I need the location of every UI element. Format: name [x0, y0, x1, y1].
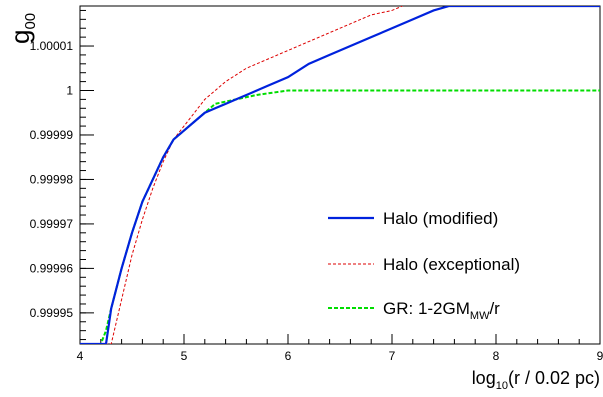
legend: Halo (modified) Halo (exceptional) GR: 1…: [328, 209, 520, 322]
x-tick-label: 8: [493, 349, 500, 363]
x-axis-title-sub: 10: [496, 380, 508, 392]
y-axis-title-main: g: [5, 30, 35, 44]
series-line-modified: [80, 6, 600, 344]
series-line-exceptional: [80, 6, 403, 344]
y-tick-label: 0.99995: [30, 306, 74, 320]
x-axis-title-prefix: log: [472, 368, 496, 388]
y-tick-labels: 0.99995 0.99996 0.99997 0.99998 0.99999 1 1.00…: [30, 39, 74, 320]
plot-frame: [79, 5, 601, 345]
y-tick-label: 0.99999: [30, 128, 74, 142]
x-tick-label: 7: [389, 349, 396, 363]
x-tick-label: 5: [181, 349, 188, 363]
x-axis-title-suffix: (r / 0.02 pc): [508, 368, 600, 388]
y-tick-label: 1: [66, 84, 73, 98]
series-layer: [80, 6, 600, 344]
legend-label-gr-suffix: /r: [489, 299, 500, 318]
y-tick-label: 0.99996: [30, 261, 74, 275]
x-tick-label: 9: [597, 349, 603, 363]
axis-ticks: [79, 9, 601, 344]
y-tick-label: 0.99997: [30, 217, 74, 231]
x-tick-label: 6: [285, 349, 292, 363]
legend-label-modified: Halo (modified): [383, 209, 498, 228]
y-axis-title: g00: [5, 13, 39, 44]
x-tick-labels: 4 5 6 7 8 9: [77, 349, 603, 363]
series-line-gr: [80, 89, 600, 344]
legend-label-gr-main: GR: 1-2GM: [383, 299, 470, 318]
legend-label-gr: GR: 1-2GMMW/r: [383, 299, 500, 322]
legend-label-exceptional: Halo (exceptional): [383, 255, 520, 274]
y-axis-title-sub: 00: [22, 13, 39, 30]
x-axis-title: log10(r / 0.02 pc): [472, 368, 600, 392]
y-tick-label: 0.99998: [30, 172, 74, 186]
legend-label-gr-sub: MW: [470, 310, 490, 322]
x-tick-label: 4: [77, 349, 84, 363]
y-tick-label: 1.00001: [30, 39, 74, 53]
